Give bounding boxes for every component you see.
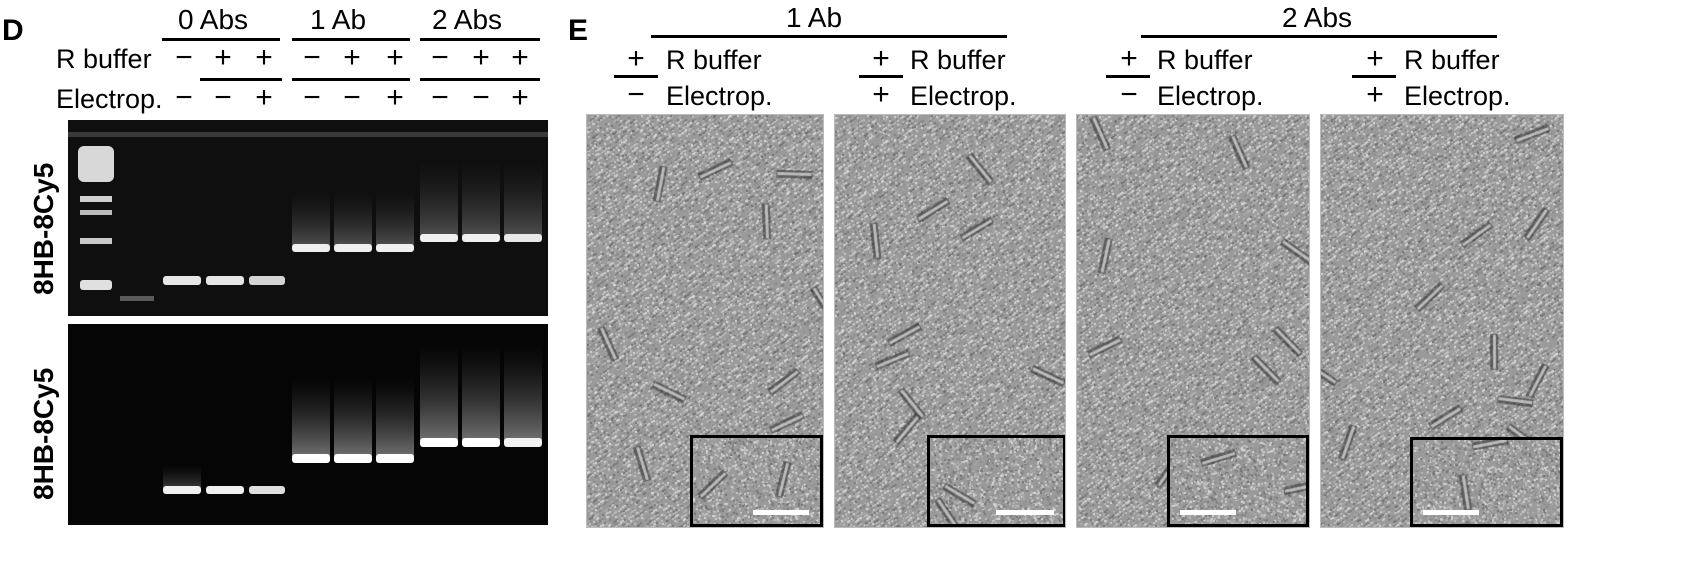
r-buffer-sign: + bbox=[386, 41, 404, 74]
scale-bar bbox=[1180, 510, 1236, 515]
r-buffer-sign: + bbox=[472, 41, 490, 74]
tem-micrograph-1 bbox=[586, 114, 824, 528]
gel-image-top bbox=[68, 120, 548, 316]
group-label-2-abs: 2 Abs bbox=[432, 4, 503, 35]
r-buffer-sign: + bbox=[343, 41, 361, 74]
electrop-sign: − bbox=[303, 81, 321, 114]
electrop-sign: + bbox=[511, 81, 529, 114]
electrop-sign: − bbox=[431, 81, 449, 114]
r-buffer-sign: + bbox=[627, 42, 645, 75]
condition-rule bbox=[614, 75, 658, 78]
electrop-sign: − bbox=[175, 81, 193, 114]
sign-rule-1-ab bbox=[292, 78, 410, 81]
r-buffer-label: R buffer bbox=[910, 45, 1006, 75]
r-buffer-sign: + bbox=[1366, 42, 1384, 75]
r-buffer-sign: − bbox=[175, 41, 193, 74]
r-buffer-sign: + bbox=[214, 41, 232, 74]
gel-bottom-bands bbox=[163, 344, 542, 494]
panel-d-letter: D bbox=[2, 14, 24, 47]
tem-micrograph-3 bbox=[1076, 114, 1310, 528]
tem-micrograph-4 bbox=[1320, 114, 1564, 528]
sign-rule-0-abs bbox=[200, 78, 282, 81]
group-label-1-ab: 1 Ab bbox=[310, 4, 367, 35]
condition-rule bbox=[1352, 75, 1396, 78]
group-label-2-abs-tem: 2 Abs bbox=[1282, 2, 1353, 33]
group-rule-0-abs bbox=[162, 38, 280, 41]
electrop-label: Electrop. bbox=[910, 81, 1017, 111]
group-rule-2-abs-tem bbox=[1141, 35, 1497, 38]
electrop-sign: − bbox=[343, 81, 361, 114]
group-label-1-ab-tem: 1 Ab bbox=[786, 2, 843, 33]
electrop-sign: + bbox=[1366, 78, 1384, 111]
condition-rule bbox=[1106, 75, 1150, 78]
r-buffer-sign: + bbox=[255, 41, 273, 74]
tem-micrograph-2 bbox=[834, 114, 1066, 528]
r-buffer-sign: − bbox=[431, 41, 449, 74]
group-rule-1-ab bbox=[292, 38, 410, 41]
electrop-label: Electrop. bbox=[666, 81, 773, 111]
tem-inset-3 bbox=[1167, 435, 1309, 527]
scale-bar bbox=[753, 510, 809, 515]
electrop-label: Electrop. bbox=[1404, 81, 1511, 111]
gel-bottom-label: 8HB-8Cy5 bbox=[28, 367, 59, 500]
panel-e-letter: E bbox=[568, 14, 589, 47]
group-rule-2-abs bbox=[420, 38, 540, 41]
tem-inset-texture bbox=[693, 438, 820, 524]
gel-top-label: 8HB-8Cy5 bbox=[28, 162, 59, 295]
electrop-sign: + bbox=[386, 81, 404, 114]
electrop-row-label: Electrop. bbox=[56, 84, 163, 114]
r-buffer-sign: − bbox=[303, 41, 321, 74]
gel-image-bottom bbox=[68, 324, 548, 525]
r-buffer-sign: + bbox=[872, 42, 890, 75]
scale-bar bbox=[1423, 510, 1479, 515]
electrop-sign: − bbox=[472, 81, 490, 114]
condition-rule bbox=[859, 75, 903, 78]
r-buffer-label: R buffer bbox=[1157, 45, 1253, 75]
tem-inset-2 bbox=[927, 435, 1065, 527]
sign-rule-2-abs bbox=[420, 78, 540, 81]
r-buffer-sign: + bbox=[1120, 42, 1138, 75]
tem-inset-texture bbox=[1170, 438, 1306, 524]
scale-bar bbox=[996, 510, 1054, 515]
tem-inset-1 bbox=[690, 435, 823, 527]
electrop-sign: − bbox=[627, 78, 645, 111]
r-buffer-label: R buffer bbox=[1404, 45, 1500, 75]
r-buffer-row-label: R buffer bbox=[56, 44, 152, 74]
group-rule-1-ab-tem bbox=[651, 35, 1007, 38]
electrop-sign: − bbox=[1120, 78, 1138, 111]
electrop-label: Electrop. bbox=[1157, 81, 1264, 111]
electrop-sign: − bbox=[214, 81, 232, 114]
tem-inset-4 bbox=[1410, 437, 1563, 527]
electrop-sign: + bbox=[255, 81, 273, 114]
r-buffer-sign: + bbox=[511, 41, 529, 74]
tem-inset-texture bbox=[930, 438, 1063, 524]
electrop-sign: + bbox=[872, 78, 890, 111]
group-label-0-abs: 0 Abs bbox=[178, 4, 249, 35]
r-buffer-label: R buffer bbox=[666, 45, 762, 75]
gel-top-bands bbox=[68, 132, 548, 301]
